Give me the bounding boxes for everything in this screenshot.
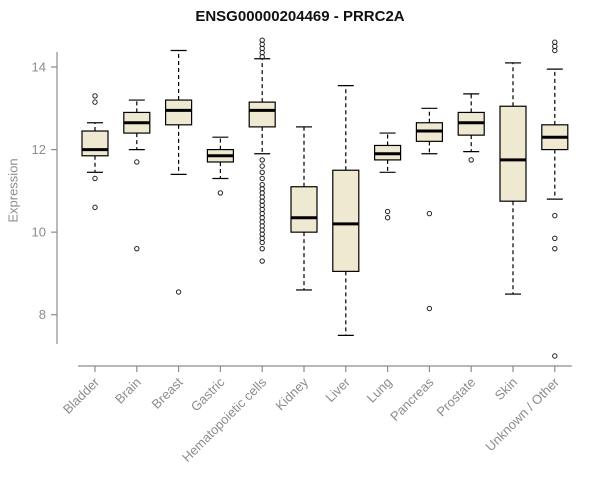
outlier-point — [259, 245, 265, 252]
outlier-point — [426, 210, 433, 217]
boxplot-brain — [123, 99, 151, 252]
x-category-label: Unknown / Other — [482, 374, 562, 454]
y-tick-label: 10 — [32, 225, 46, 240]
outlier-point — [217, 190, 224, 196]
outlier-point — [552, 245, 558, 252]
outlier-point — [259, 239, 265, 246]
boxplot-pancreas — [415, 107, 443, 312]
x-category-label: Pancreas — [387, 374, 437, 424]
boxplot-unknown-other — [541, 39, 569, 359]
outlier-point — [384, 215, 391, 221]
outlier-point — [92, 93, 98, 99]
boxplot-hematopoietic-cells — [248, 37, 276, 264]
x-category-label: Brain — [112, 375, 144, 407]
outlier-point — [259, 258, 265, 264]
outlier-point — [175, 289, 182, 295]
outlier-point — [552, 353, 558, 359]
iqr-box — [248, 101, 276, 128]
x-category-label: Kidney — [272, 374, 311, 413]
x-category-label: Gastric — [188, 374, 228, 414]
boxplot-gastric — [206, 136, 234, 196]
outlier-point — [259, 175, 265, 182]
outlier-point — [92, 204, 98, 211]
outlier-point — [426, 305, 433, 312]
boxplot-liver — [332, 85, 360, 336]
outlier-point — [468, 157, 474, 163]
x-category-label: Lung — [364, 375, 395, 406]
x-category-label: Prostate — [433, 375, 478, 420]
x-category-label: Breast — [149, 374, 186, 411]
outlier-point — [552, 212, 558, 219]
iqr-box — [499, 105, 527, 202]
boxplot-prostate — [457, 93, 485, 163]
y-tick-label: 14 — [32, 60, 46, 75]
iqr-box — [165, 99, 193, 126]
x-category-label: Bladder — [60, 374, 103, 417]
outlier-point — [552, 235, 558, 242]
outlier-point — [134, 159, 140, 165]
outlier-point — [259, 157, 265, 163]
boxplot-lung — [374, 132, 402, 221]
chart-title: ENSG00000204469 - PRRC2A — [195, 8, 405, 25]
outlier-point — [259, 54, 265, 60]
boxplot-kidney — [290, 126, 318, 291]
boxplot-skin — [499, 62, 527, 295]
outlier-point — [92, 99, 98, 105]
outlier-point — [384, 208, 391, 215]
outlier-point — [134, 245, 140, 252]
outlier-point — [259, 163, 265, 169]
x-category-label: Liver — [322, 374, 353, 405]
y-axis-label: Expression — [5, 158, 21, 223]
iqr-box — [81, 130, 109, 157]
outlier-point — [552, 47, 558, 54]
boxplot-breast — [165, 49, 193, 295]
outlier-point — [259, 169, 265, 175]
iqr-box — [332, 169, 360, 272]
y-tick-label: 8 — [39, 307, 46, 322]
iqr-box — [290, 186, 318, 233]
x-category-label: Skin — [492, 375, 520, 403]
y-tick-label: 12 — [32, 142, 46, 157]
boxplot-bladder — [81, 93, 109, 211]
outlier-point — [92, 175, 98, 182]
